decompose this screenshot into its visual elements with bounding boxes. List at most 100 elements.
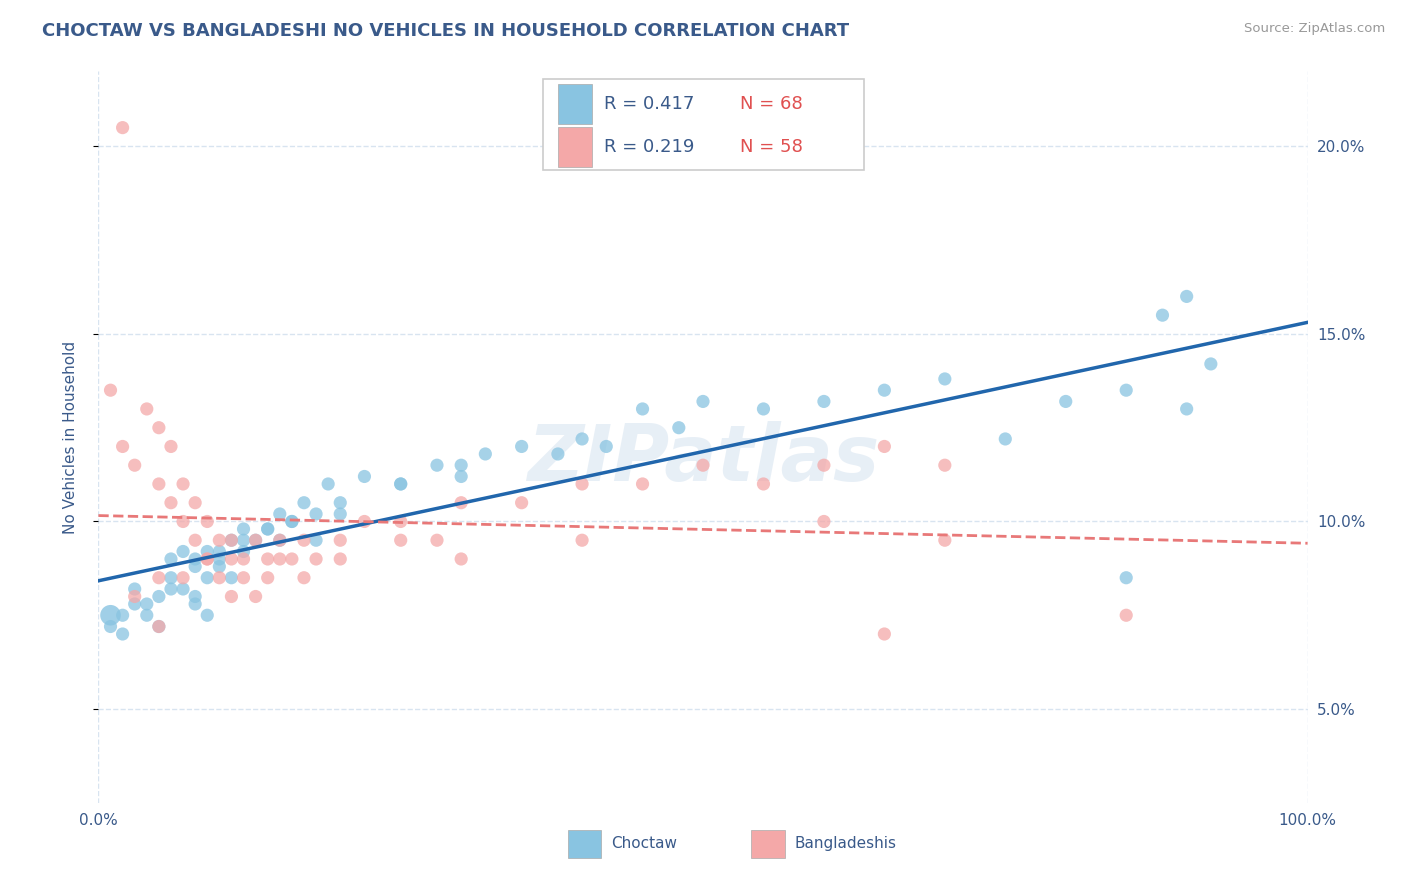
Point: [292, 533, 315, 548]
Point: [160, 440, 183, 454]
Point: [329, 552, 352, 566]
Point: [1175, 401, 1198, 416]
Point: [329, 496, 352, 510]
Point: [934, 372, 956, 386]
Text: N = 68: N = 68: [741, 95, 803, 113]
Point: [148, 619, 170, 633]
Point: [111, 120, 134, 135]
Point: [873, 627, 896, 641]
Point: [124, 458, 146, 473]
Point: [631, 477, 654, 491]
Point: [450, 496, 472, 510]
Point: [1199, 357, 1222, 371]
Point: [329, 507, 352, 521]
Point: [208, 559, 231, 574]
Text: R = 0.219: R = 0.219: [603, 138, 695, 156]
Point: [668, 420, 690, 434]
Point: [1115, 383, 1137, 397]
Point: [148, 477, 170, 491]
Point: [208, 544, 231, 558]
Point: [232, 522, 254, 536]
Point: [208, 571, 231, 585]
Point: [281, 552, 304, 566]
Point: [172, 515, 194, 529]
Point: [195, 552, 218, 566]
Point: [269, 507, 291, 521]
Point: [232, 571, 254, 585]
Y-axis label: No Vehicles in Household: No Vehicles in Household: [63, 341, 77, 533]
Text: R = 0.417: R = 0.417: [603, 95, 695, 113]
Point: [752, 401, 775, 416]
Point: [100, 383, 122, 397]
FancyBboxPatch shape: [543, 78, 863, 170]
Text: ZIPatlas: ZIPatlas: [527, 421, 879, 497]
Point: [124, 590, 146, 604]
Point: [994, 432, 1017, 446]
Text: Bangladeshis: Bangladeshis: [794, 836, 897, 851]
Point: [329, 533, 352, 548]
Point: [389, 477, 412, 491]
Text: N = 58: N = 58: [741, 138, 803, 156]
Point: [450, 552, 472, 566]
FancyBboxPatch shape: [568, 830, 602, 858]
Point: [305, 552, 328, 566]
Point: [135, 597, 157, 611]
Point: [245, 533, 267, 548]
Point: [292, 571, 315, 585]
Point: [135, 608, 157, 623]
Point: [184, 559, 207, 574]
Point: [195, 552, 218, 566]
Point: [195, 515, 218, 529]
FancyBboxPatch shape: [558, 84, 592, 124]
Point: [510, 440, 533, 454]
Point: [256, 552, 278, 566]
Point: [813, 515, 835, 529]
Point: [111, 440, 134, 454]
Point: [184, 533, 207, 548]
Point: [184, 496, 207, 510]
Point: [160, 552, 183, 566]
Point: [172, 544, 194, 558]
Point: [353, 515, 375, 529]
Point: [269, 533, 291, 548]
Point: [184, 590, 207, 604]
Point: [873, 383, 896, 397]
Point: [450, 469, 472, 483]
Point: [195, 608, 218, 623]
Point: [221, 552, 243, 566]
Point: [184, 552, 207, 566]
Point: [353, 469, 375, 483]
Point: [256, 571, 278, 585]
Point: [172, 477, 194, 491]
Point: [184, 597, 207, 611]
Point: [595, 440, 617, 454]
Point: [316, 477, 339, 491]
Point: [124, 597, 146, 611]
Point: [221, 533, 243, 548]
Point: [692, 458, 714, 473]
Point: [208, 552, 231, 566]
Point: [124, 582, 146, 596]
Point: [269, 533, 291, 548]
Point: [232, 533, 254, 548]
Text: Source: ZipAtlas.com: Source: ZipAtlas.com: [1244, 22, 1385, 36]
Point: [1152, 308, 1174, 322]
Point: [100, 608, 122, 623]
Point: [148, 590, 170, 604]
Point: [692, 394, 714, 409]
Point: [389, 477, 412, 491]
Point: [426, 533, 449, 548]
Point: [208, 533, 231, 548]
Point: [450, 458, 472, 473]
Point: [934, 458, 956, 473]
Point: [934, 533, 956, 548]
Point: [292, 496, 315, 510]
Point: [571, 432, 593, 446]
Point: [873, 440, 896, 454]
Text: CHOCTAW VS BANGLADESHI NO VEHICLES IN HOUSEHOLD CORRELATION CHART: CHOCTAW VS BANGLADESHI NO VEHICLES IN HO…: [42, 22, 849, 40]
Point: [571, 477, 593, 491]
Point: [389, 533, 412, 548]
Point: [195, 544, 218, 558]
Point: [148, 420, 170, 434]
Point: [111, 608, 134, 623]
